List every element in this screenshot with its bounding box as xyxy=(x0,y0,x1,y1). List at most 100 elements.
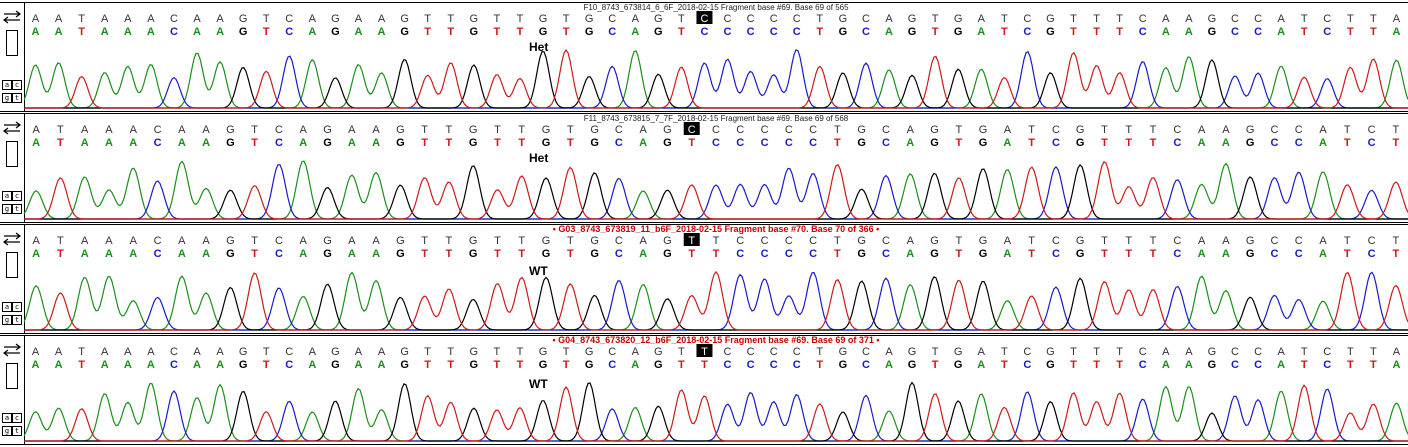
reference-base: A xyxy=(1198,124,1206,136)
double-arrow-icon[interactable] xyxy=(3,10,21,24)
called-base: A xyxy=(348,248,356,260)
reference-base: T xyxy=(932,13,939,25)
reference-base: T xyxy=(932,346,939,358)
reference-base: C xyxy=(615,124,623,136)
toggle-c-button[interactable]: c xyxy=(12,302,22,312)
reference-base: G xyxy=(542,235,551,247)
reference-base: C xyxy=(1052,124,1060,136)
called-base: T xyxy=(263,359,270,371)
toggle-g-button[interactable]: g xyxy=(2,204,12,214)
cursor-highlight[interactable] xyxy=(696,11,713,24)
called-base: T xyxy=(1125,137,1132,149)
vertical-scale-slider[interactable] xyxy=(6,252,18,278)
trace-c xyxy=(24,164,1408,220)
called-base: G xyxy=(979,137,988,149)
reference-base: A xyxy=(101,346,109,358)
toggle-g-button[interactable]: g xyxy=(2,315,12,325)
reference-base: T xyxy=(494,124,501,136)
toggle-g-button[interactable]: g xyxy=(2,426,12,436)
called-base: G xyxy=(979,248,988,260)
cursor-highlight[interactable] xyxy=(696,344,713,357)
toggle-a-button[interactable]: a xyxy=(2,191,12,201)
toggle-c-button[interactable]: c xyxy=(12,413,22,423)
called-base: G xyxy=(908,26,917,38)
called-base: C xyxy=(724,26,732,38)
reference-base: T xyxy=(1344,235,1351,247)
reference-base: C xyxy=(736,235,744,247)
called-base: C xyxy=(793,359,801,371)
trace-area[interactable]: ATAAACAAGTCAGAAGTTGTTGTGCAGTTCCCCTGCAGTG… xyxy=(24,224,1408,334)
called-base: G xyxy=(1076,137,1085,149)
reference-base: A xyxy=(55,13,63,25)
called-base: C xyxy=(1254,26,1262,38)
called-base: C xyxy=(275,248,283,260)
called-base: T xyxy=(447,359,454,371)
called-base: A xyxy=(1319,137,1327,149)
called-base: C xyxy=(761,248,769,260)
trace-area[interactable]: AATAAACAAGTCAGAAGTTGTTGTGCAGTCCCCCTGCAGT… xyxy=(24,2,1408,112)
reference-base: C xyxy=(1023,13,1031,25)
trace-a xyxy=(24,271,1408,331)
called-base: A xyxy=(631,26,639,38)
vertical-scale-slider[interactable] xyxy=(6,141,18,167)
reference-base: G xyxy=(663,235,672,247)
reference-base: A xyxy=(1162,346,1170,358)
reference-base: G xyxy=(469,124,478,136)
called-base: A xyxy=(55,359,63,371)
reference-base: C xyxy=(747,346,755,358)
cursor-highlight[interactable] xyxy=(683,122,700,135)
called-base: A xyxy=(354,359,362,371)
called-base: A xyxy=(1222,248,1230,260)
double-arrow-icon[interactable] xyxy=(3,343,21,357)
reference-base: T xyxy=(251,124,258,136)
panel-controls: a c g t xyxy=(0,2,25,112)
called-base: G xyxy=(1046,359,1055,371)
reference-base: C xyxy=(785,124,793,136)
cursor-base: T xyxy=(701,346,708,358)
toggle-a-button[interactable]: a xyxy=(2,302,12,312)
called-base: C xyxy=(1368,248,1376,260)
reference-base: T xyxy=(1070,346,1077,358)
reference-base: A xyxy=(81,124,89,136)
double-arrow-icon[interactable] xyxy=(3,232,21,246)
called-base: T xyxy=(1001,26,1008,38)
trace-area[interactable]: ATAAACAAGTCAGAAGTTGTTGTGCAGTCCCCCTGCAGTG… xyxy=(24,113,1408,223)
called-base: A xyxy=(1185,26,1193,38)
panel-controls: a c g t xyxy=(0,335,25,445)
reference-base: C xyxy=(882,124,890,136)
called-base: A xyxy=(124,359,132,371)
trace-area[interactable]: AATAAACAAGTCAGAAGTTGTTGTGCAGTTCCCCTGCAGT… xyxy=(24,335,1408,445)
called-base: T xyxy=(446,137,453,149)
called-base: A xyxy=(977,26,985,38)
called-base: T xyxy=(1101,248,1108,260)
toggle-t-button[interactable]: t xyxy=(12,93,22,103)
toggle-t-button[interactable]: t xyxy=(12,315,22,325)
called-base: A xyxy=(1392,359,1400,371)
called-base: G xyxy=(590,137,599,149)
toggle-g-button[interactable]: g xyxy=(2,93,12,103)
toggle-t-button[interactable]: t xyxy=(12,426,22,436)
double-arrow-icon[interactable] xyxy=(3,121,21,135)
reference-base: T xyxy=(1093,346,1100,358)
reference-base: C xyxy=(285,346,293,358)
toggle-a-button[interactable]: a xyxy=(2,413,12,423)
toggle-c-button[interactable]: c xyxy=(12,80,22,90)
called-base: C xyxy=(154,137,162,149)
called-base: G xyxy=(663,137,672,149)
called-base: T xyxy=(421,137,428,149)
reference-base: A xyxy=(216,13,224,25)
reference-base: A xyxy=(372,235,380,247)
reference-base: A xyxy=(32,235,40,247)
vertical-scale-slider[interactable] xyxy=(6,30,18,56)
cursor-highlight[interactable] xyxy=(683,233,700,246)
reference-base: T xyxy=(1150,124,1157,136)
vertical-scale-slider[interactable] xyxy=(6,363,18,389)
reference-base: A xyxy=(632,13,640,25)
called-base: A xyxy=(308,359,316,371)
reference-base: T xyxy=(1093,13,1100,25)
toggle-a-button[interactable]: a xyxy=(2,80,12,90)
reference-base: T xyxy=(78,13,85,25)
toggle-c-button[interactable]: c xyxy=(12,191,22,201)
toggle-t-button[interactable]: t xyxy=(12,204,22,214)
called-base: C xyxy=(809,248,817,260)
